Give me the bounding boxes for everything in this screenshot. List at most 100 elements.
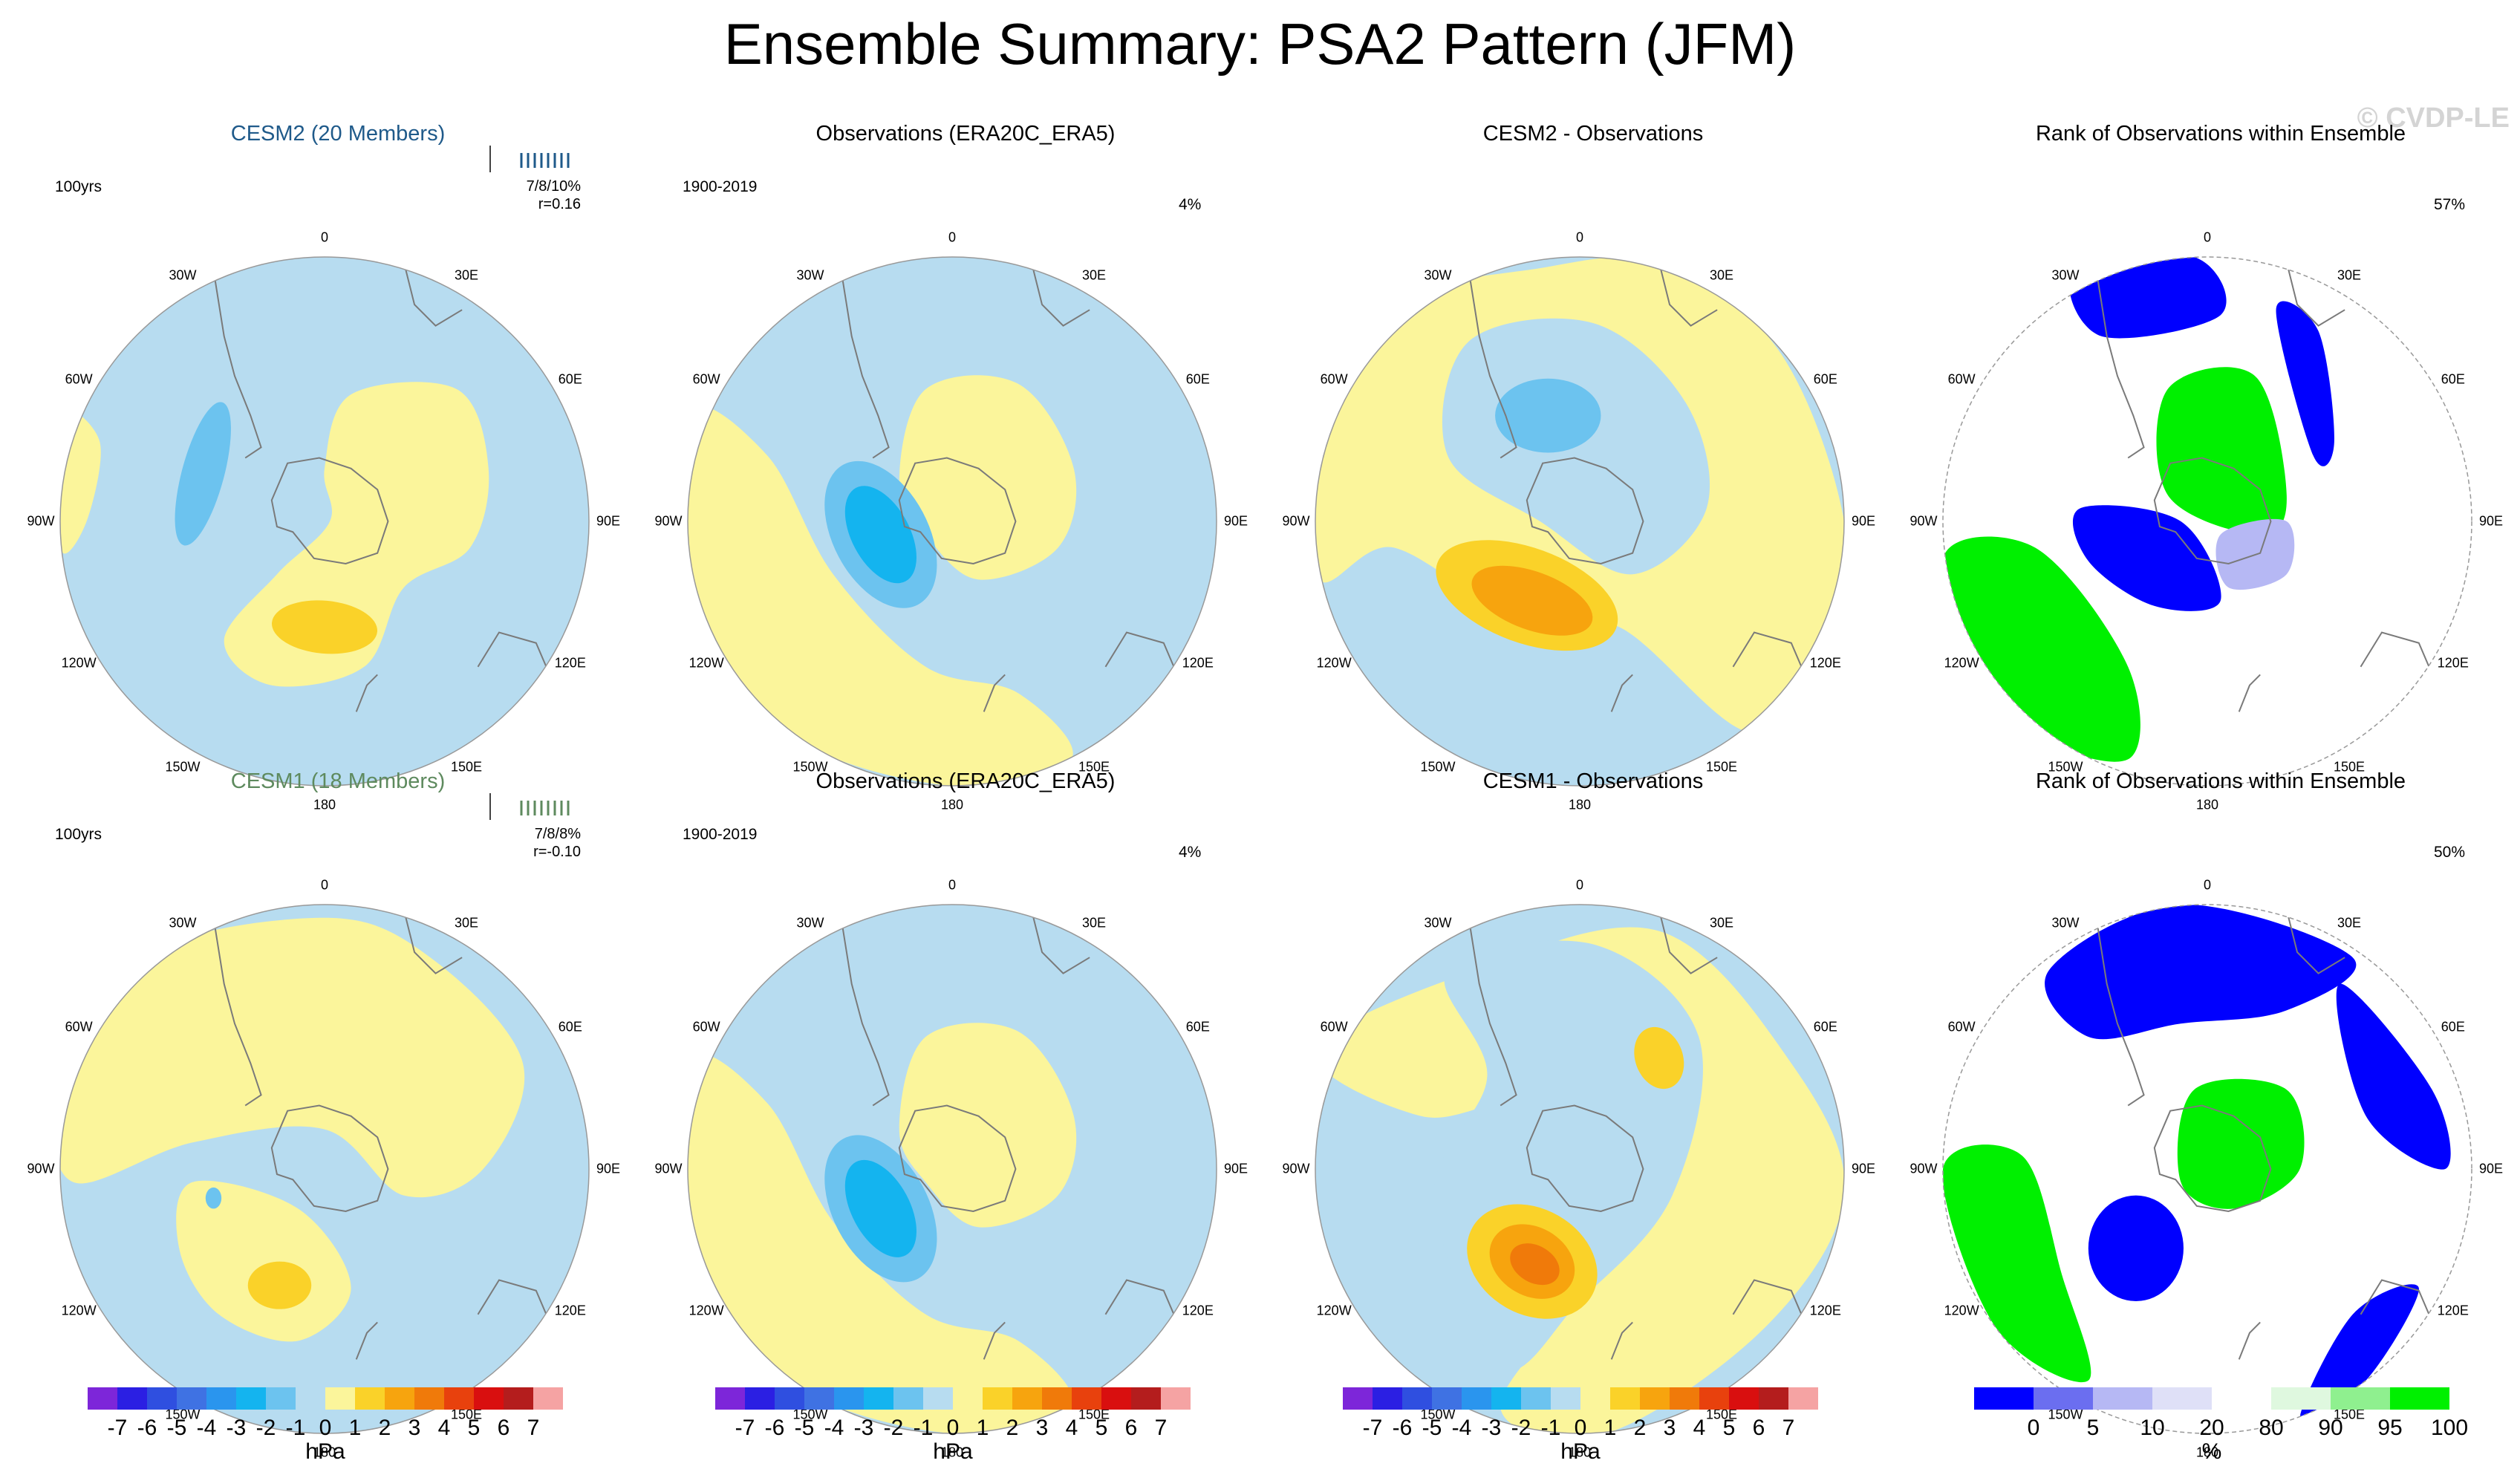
longitude-label: 150E — [2333, 759, 2366, 775]
longitude-label: 90W — [1909, 513, 1938, 529]
colorbar-swatch — [1551, 1387, 1581, 1410]
longitude-label: 90E — [2478, 1161, 2504, 1176]
panel-cesm2-minus-observations: CESM2 - Observations 0 30E 60E 90E 120E 150E 18… — [1279, 122, 1907, 812]
africa-coastline — [403, 261, 463, 327]
colorbar-ticks: 0 5 10 20 80 90 95 100 — [1974, 1416, 2468, 1441]
colorbar-swatches — [715, 1387, 1191, 1410]
polar-map — [1315, 904, 1845, 1434]
percent-label: 4% — [1179, 196, 1202, 213]
colorbar-tick-label: -5 — [794, 1416, 815, 1440]
longitude-label: 180 — [2195, 1445, 2219, 1460]
colorbar-swatch — [1491, 1387, 1522, 1410]
colorbar-tick-label: 6 — [1752, 1416, 1765, 1440]
colorbar-swatch — [2331, 1387, 2391, 1410]
south-america-coastline — [840, 270, 890, 459]
longitude-label: 120E — [1809, 1303, 1841, 1318]
colorbar-tick-label: -5 — [1422, 1416, 1442, 1440]
south-america-coastline — [2095, 270, 2145, 459]
longitude-label: 90E — [596, 513, 621, 529]
colorbar-tick-label: 7 — [527, 1416, 540, 1440]
longitude-label: 90W — [27, 1161, 55, 1176]
colorbar-tick-label: -4 — [1451, 1416, 1472, 1440]
africa-coastline — [1658, 909, 1718, 974]
colorbar-tick-label: 0 — [1574, 1416, 1587, 1440]
polar-map — [687, 256, 1217, 787]
longitude-label: 60E — [1185, 371, 1210, 387]
colorbar-swatch — [1101, 1387, 1132, 1410]
ensemble-stat-2: r=0.16 — [538, 196, 581, 212]
colorbar-tick-label: 7 — [1782, 1416, 1795, 1440]
south-america-coastline — [2095, 917, 2145, 1107]
longitude-label: 120W — [61, 1303, 97, 1318]
positive-anomaly-south — [176, 1180, 351, 1342]
polar-map — [1942, 256, 2472, 787]
longitude-label: 150E — [450, 759, 483, 775]
colorbar-tick-label: 6 — [1124, 1416, 1138, 1440]
colorbar-tick-label: 1 — [976, 1416, 989, 1440]
colorbar-tick-label: 3 — [1663, 1416, 1676, 1440]
longitude-label: 180 — [313, 1445, 336, 1460]
longitude-label: 150E — [1705, 759, 1738, 775]
south-america-coastline — [840, 917, 890, 1107]
antarctica-coastline — [898, 1104, 1017, 1212]
rank-low-east — [2276, 301, 2334, 466]
antarctica-coastline — [2153, 1104, 2272, 1212]
colorbar-swatch — [444, 1387, 475, 1410]
panel-rank-1: Rank of Observations within Ensemble 0 30E… — [1907, 122, 2520, 812]
colorbar-swatch — [745, 1387, 775, 1410]
ensemble-stat-1: 7/8/10% — [526, 178, 581, 195]
colorbar-swatch — [1759, 1387, 1789, 1410]
africa-coastline — [1030, 261, 1090, 327]
longitude-label: 30E — [2337, 915, 2362, 931]
longitude-label: 0 — [1575, 877, 1584, 893]
polar-map — [1315, 256, 1845, 787]
positive-anomaly-north — [60, 917, 525, 1198]
antarctica-coastline — [270, 1104, 389, 1212]
colorbar-swatch — [236, 1387, 267, 1410]
colorbar-swatch — [1402, 1387, 1433, 1410]
anomaly-field — [688, 261, 1181, 786]
panel-title: CESM1 - Observations — [1482, 769, 1704, 793]
colorbar-tick-label: -1 — [913, 1416, 934, 1440]
longitude-label: 150W — [1420, 1407, 1456, 1422]
longitude-label: 120W — [1944, 655, 1979, 671]
africa-coastline — [1658, 261, 1718, 327]
positive-anomaly-core — [1510, 1243, 1560, 1286]
colorbar-tick-label: 4 — [1065, 1416, 1078, 1440]
south-america-coastline — [1468, 917, 1517, 1107]
colorbar-tick-label: 1 — [1604, 1416, 1617, 1440]
australia-coastline — [1732, 631, 1808, 680]
longitude-label: 180 — [313, 797, 336, 812]
south-america-coastline — [212, 270, 262, 459]
longitude-label: 30E — [2337, 267, 2362, 283]
rank-low-pacific — [2088, 1195, 2184, 1301]
colorbar-swatch — [385, 1387, 415, 1410]
colorbar-swatch — [1462, 1387, 1492, 1410]
period-label: 1900-2019 — [683, 826, 758, 843]
longitude-label: 60E — [558, 371, 582, 387]
panel-title: Observations (ERA20C_ERA5) — [815, 122, 1116, 146]
new-zealand-coastline — [355, 674, 378, 712]
colorbar-tick-label: 100 — [2430, 1416, 2469, 1440]
longitude-label: 90W — [27, 513, 55, 529]
panel-title: Rank of Observations within Ensemble — [2035, 122, 2406, 146]
longitude-label: 90E — [1223, 513, 1248, 529]
longitude-label: 0 — [948, 877, 957, 893]
colorbar-tick-label: -3 — [1481, 1416, 1502, 1440]
panel-cesm1: CESM1 (18 Members) 0 30E 60E 90E 120E 150E 180 1… — [24, 769, 652, 1460]
africa-coastline — [1030, 909, 1090, 974]
anomaly-field — [1315, 257, 1844, 734]
colorbar-ticks: -7 -6 -5 -4 -3 -2 -1 0 1 2 3 4 5 6 7 — [715, 1416, 1191, 1441]
longitude-label: 180 — [940, 797, 964, 812]
colorbar-swatch — [325, 1387, 356, 1410]
longitude-label: 180 — [1568, 1445, 1592, 1460]
period-label: 100yrs — [55, 178, 102, 195]
positive-anomaly-antarctic — [899, 1023, 1077, 1228]
negative-anomaly-core — [844, 486, 916, 584]
rank-high-antarctic — [2177, 1078, 2305, 1209]
longitude-label: 30W — [2051, 267, 2080, 283]
colorbar-tick-label: 5 — [2086, 1416, 2100, 1440]
colorbar-tick-label: -4 — [824, 1416, 844, 1440]
longitude-label: 120W — [1316, 1303, 1352, 1318]
colorbar-swatch — [1788, 1387, 1818, 1410]
